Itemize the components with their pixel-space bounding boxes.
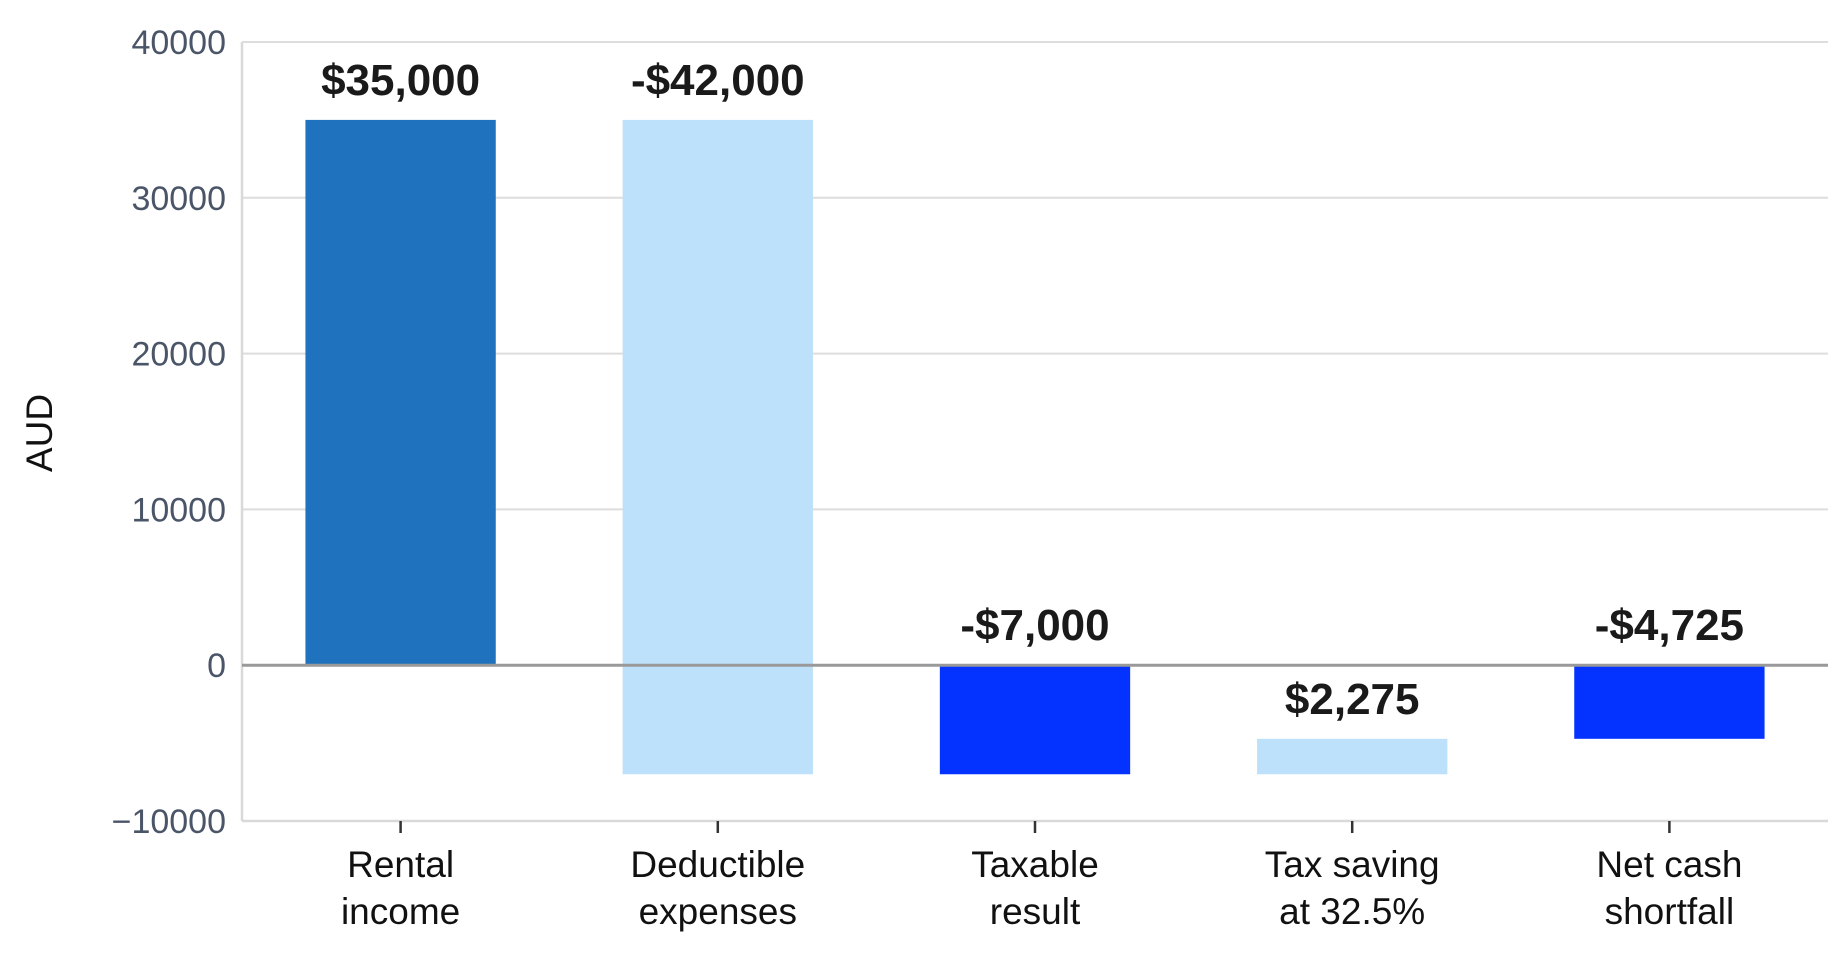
x-tick-label: Tax saving at 32.5% (1265, 844, 1440, 932)
y-tick-label: −10000 (112, 803, 226, 841)
bar (939, 665, 1131, 775)
x-tick-label: Deductible expenses (630, 844, 805, 932)
y-axis-label: AUD (19, 394, 60, 472)
x-tick-label: Taxable result (971, 844, 1099, 932)
y-tick-label: 10000 (131, 491, 226, 529)
grid-layer (242, 41, 1828, 511)
y-tick-label: 20000 (131, 336, 226, 374)
data-label: -$42,000 (631, 56, 805, 105)
data-label: -$7,000 (960, 601, 1109, 650)
x-tick-label: Rental income (341, 844, 460, 932)
y-tick-label: 40000 (131, 24, 226, 62)
axis-layer: −10000 0 10000 20000 30000 40000 Rental income D… (112, 24, 1828, 932)
data-label: $35,000 (321, 56, 480, 105)
x-tick-label: Net cash shortfall (1596, 844, 1742, 932)
bar (622, 119, 813, 775)
bar (1257, 738, 1448, 775)
data-label: $2,275 (1285, 675, 1420, 724)
y-tick-label: 30000 (131, 180, 226, 218)
label-layer: $35,000 -$42,000 -$7,000 $2,275 -$4,725 (321, 56, 1744, 724)
bar (1574, 665, 1765, 739)
bar (305, 119, 496, 666)
y-tick-label: 0 (207, 647, 226, 685)
data-label: -$4,725 (1595, 601, 1744, 650)
bar-layer (305, 119, 1765, 775)
